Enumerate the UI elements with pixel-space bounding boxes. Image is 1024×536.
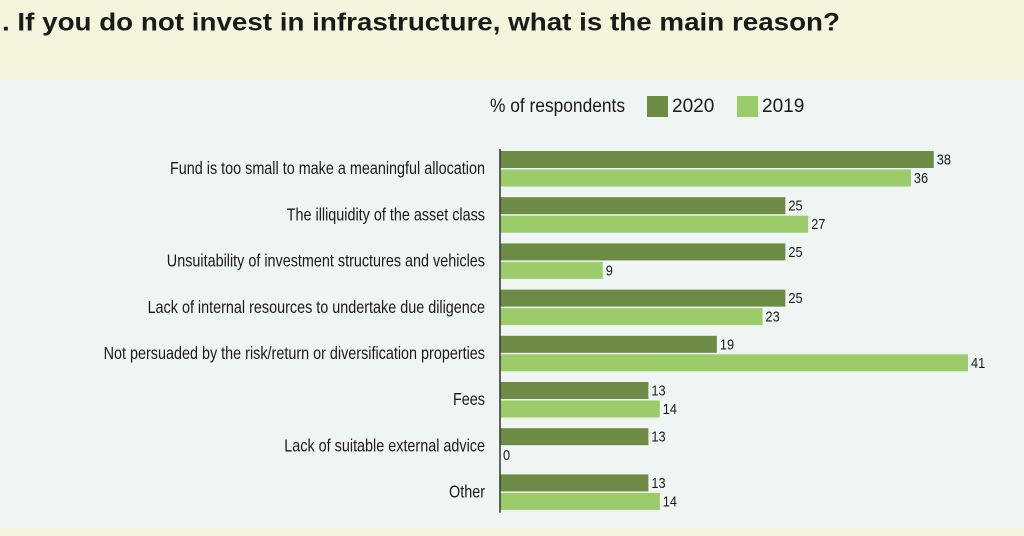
category-label-group: Other [449,482,485,502]
value-label: 19 [720,335,734,352]
bar [500,261,603,279]
category-label: Fees [453,390,485,410]
value-label: 38 [937,150,951,167]
value-label-group: 19 [720,335,734,352]
category-label-group: Lack of internal resources to undertake … [148,297,485,317]
bar [500,428,649,446]
category-label-group: Unsuitability of investment structures a… [167,251,485,271]
category-label: Lack of suitable external advice [284,436,485,456]
category-label-group: Fund is too small to make a meaningful a… [170,159,485,179]
category-label-group: Lack of suitable external advice [284,436,485,456]
value-label-group: 36 [914,169,928,186]
bar [500,335,717,353]
value-label: 14 [663,400,677,417]
category-label: The illiquidity of the asset class [287,205,485,225]
value-label: 23 [766,308,780,325]
value-label-group: 0 [503,446,510,463]
bar [500,215,809,233]
bar [500,492,660,510]
bar [500,474,649,492]
value-label-group: 27 [811,215,825,232]
legend-swatch [737,96,758,117]
legend-title: % of respondents [490,96,625,117]
value-label-group: 25 [788,197,802,214]
value-label: 13 [651,381,665,398]
value-label: 25 [788,197,802,214]
value-label: 14 [663,492,677,509]
value-label-group: 13 [651,381,665,398]
value-label: 9 [606,261,613,278]
value-label: 0 [503,446,510,463]
value-label: 41 [971,354,985,371]
bar [500,400,660,418]
category-label: Unsuitability of investment structures a… [167,251,485,271]
value-label-group: 38 [937,150,951,167]
value-label-group: 13 [651,428,665,445]
category-label: Other [449,482,485,502]
value-label-group: 14 [663,492,677,509]
bar [500,169,911,187]
value-label-group: 9 [606,261,613,278]
value-label-group: 13 [651,474,665,491]
legend-label: 2019 [762,96,804,117]
bar [500,354,968,372]
title-band [0,0,1024,80]
value-label-group: 41 [971,354,985,371]
bar [500,151,934,168]
category-label: Lack of internal resources to undertake … [148,297,485,317]
value-label-group: 25 [788,243,802,260]
value-label: 13 [651,474,665,491]
category-label-group: Fees [453,390,485,410]
value-label: 25 [788,289,802,306]
value-label: 13 [651,428,665,445]
legend-label: 2020 [672,96,714,117]
bar [500,197,786,215]
bar [500,243,786,261]
value-label-group: 25 [788,289,802,306]
value-label-group: 14 [663,400,677,417]
category-label: Fund is too small to make a meaningful a… [170,159,485,179]
category-label: Not persuaded by the risk/return or dive… [104,344,485,364]
bar [500,382,649,399]
category-label-group: Not persuaded by the risk/return or dive… [104,344,485,364]
bar [500,308,763,326]
bar [500,289,786,307]
value-label: 25 [788,243,802,260]
category-label-group: The illiquidity of the asset class [287,205,485,225]
value-label: 36 [914,169,928,186]
value-label: 27 [811,215,825,232]
chart-title: . If you do not invest in infrastructure… [2,9,840,37]
value-label-group: 23 [766,308,780,325]
legend-swatch [647,96,668,117]
footer-band [0,528,1024,536]
